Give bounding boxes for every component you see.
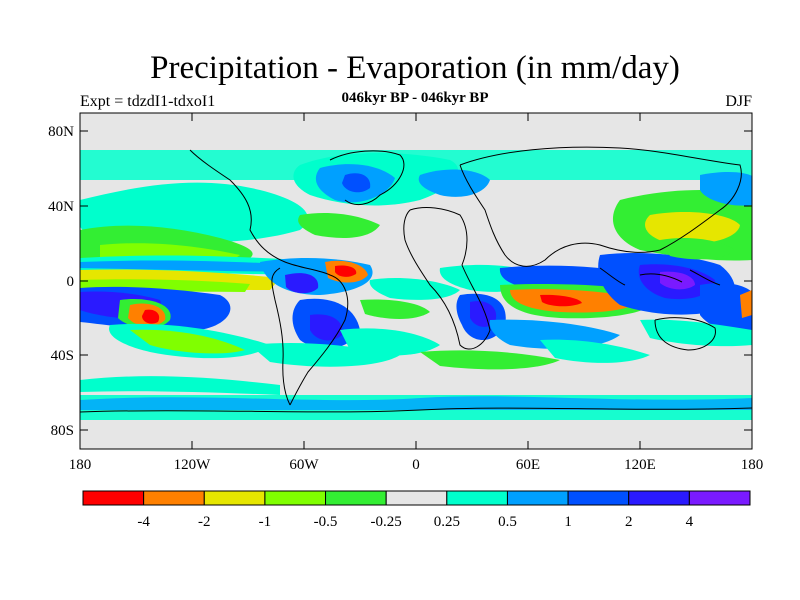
colorbar-segment bbox=[567, 490, 630, 506]
season-label: DJF bbox=[725, 93, 752, 110]
colorbar-segment bbox=[446, 490, 508, 506]
colorbar-label: 0.25 bbox=[434, 514, 460, 530]
chart-title: Precipitation - Evaporation (in mm/day) bbox=[150, 50, 680, 86]
lon-label-180e: 180 bbox=[741, 457, 764, 473]
colorbar-segment bbox=[325, 490, 387, 506]
axis-ticks bbox=[79, 113, 753, 449]
lon-label-120e: 120E bbox=[624, 457, 656, 473]
colorbar-segment bbox=[82, 490, 145, 506]
colorbar-segment bbox=[264, 490, 327, 506]
colorbar-label: -0.25 bbox=[371, 514, 402, 530]
colorbar-label: -1 bbox=[259, 514, 272, 530]
colorbar-label: 4 bbox=[686, 514, 694, 530]
colorbar bbox=[82, 490, 751, 506]
colorbar-segment bbox=[628, 490, 690, 506]
coastlines bbox=[80, 146, 752, 413]
lon-label-60w: 60W bbox=[289, 457, 319, 473]
colorbar-label: -0.5 bbox=[314, 514, 338, 530]
colorbar-label: 1 bbox=[564, 514, 572, 530]
lon-label-120w: 120W bbox=[174, 457, 212, 473]
lon-label-180w: 180 bbox=[69, 457, 92, 473]
lat-label-0: 0 bbox=[67, 274, 75, 290]
colorbar-label: 0.5 bbox=[498, 514, 517, 530]
colorbar-label: -4 bbox=[137, 514, 150, 530]
colorbar-labels: -4 -2 -1 -0.5 -0.25 0.25 0.5 1 2 4 bbox=[137, 514, 693, 530]
lon-label-60e: 60E bbox=[516, 457, 540, 473]
colorbar-label: 2 bbox=[625, 514, 633, 530]
colorbar-segment bbox=[506, 490, 569, 506]
chart-subtitle: 046kyr BP - 046kyr BP bbox=[341, 90, 489, 106]
colorbar-segment bbox=[203, 490, 266, 506]
lat-label-80n: 80N bbox=[48, 124, 74, 140]
colorbar-segment bbox=[688, 490, 751, 506]
lat-label-80s: 80S bbox=[51, 423, 74, 439]
lat-label-40n: 40N bbox=[48, 199, 74, 215]
colorbar-label: -2 bbox=[198, 514, 211, 530]
experiment-label: Expt = tdzdI1-tdxoI1 bbox=[80, 93, 216, 110]
lat-label-40s: 40S bbox=[51, 348, 74, 364]
colorbar-segment bbox=[143, 490, 205, 506]
precip-field bbox=[80, 150, 752, 420]
lon-label-0: 0 bbox=[412, 457, 420, 473]
colorbar-segment bbox=[385, 490, 448, 506]
